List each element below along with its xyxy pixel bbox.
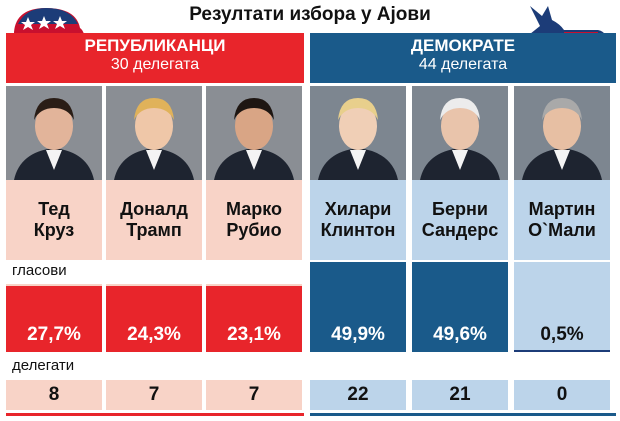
- votes-bar: [206, 286, 302, 352]
- delegates-value: 7: [106, 380, 202, 410]
- votes-bar-track: 27,7%: [6, 284, 102, 352]
- votes-bar: [106, 286, 202, 352]
- candidate-photo: [6, 86, 102, 180]
- candidate-photo: [514, 86, 610, 180]
- rep-bottom-rule: [6, 413, 304, 416]
- votes-bar-track: 49,6%: [412, 262, 508, 352]
- votes-bar: [514, 350, 610, 352]
- party-header-rep: РЕПУБЛИКАНЦИ 30 делегата: [6, 33, 304, 83]
- candidate-photo: [206, 86, 302, 180]
- candidate-photo: [310, 86, 406, 180]
- votes-value: 0,5%: [540, 324, 584, 345]
- votes-bar-track: 49,9%: [310, 262, 406, 352]
- candidate-photo: [412, 86, 508, 180]
- delegates-value: 0: [514, 380, 610, 410]
- delegates-value: 8: [6, 380, 102, 410]
- votes-value: 27,7%: [27, 324, 81, 345]
- votes-bar-track: 24,3%: [106, 284, 202, 352]
- votes-bar-track: 23,1%: [206, 284, 302, 352]
- votes-value: 24,3%: [127, 324, 181, 345]
- party-header-dem: ДЕМОКРАТЕ 44 делегата: [310, 33, 616, 83]
- candidate-name: Доналд Трамп: [106, 180, 202, 260]
- votes-row-label: гласови: [12, 262, 67, 279]
- party-delegates: 44 делегата: [418, 55, 508, 73]
- votes-bar-track: 0,5%: [514, 262, 610, 352]
- votes-value: 23,1%: [227, 324, 281, 345]
- delegates-value: 21: [412, 380, 508, 410]
- delegates-row-label: делегати: [12, 357, 75, 374]
- delegates-value: 22: [310, 380, 406, 410]
- party-name: РЕПУБЛИКАНЦИ: [84, 36, 226, 55]
- dem-bottom-rule: [310, 413, 616, 416]
- party-name: ДЕМОКРАТЕ: [410, 36, 516, 55]
- candidate-name: Марко Рубио: [206, 180, 302, 260]
- votes-value: 49,6%: [433, 324, 487, 345]
- delegates-value: 7: [206, 380, 302, 410]
- page-title: Резултати избора у Ајови: [189, 4, 431, 25]
- candidate-photo: [106, 86, 202, 180]
- votes-bar: [6, 286, 102, 352]
- candidate-name: Хилари Клинтон: [310, 180, 406, 260]
- votes-bar: [310, 262, 406, 352]
- candidate-name: Тед Круз: [6, 180, 102, 260]
- party-delegates: 30 делегата: [110, 55, 200, 73]
- candidate-name: Мартин О`Мали: [514, 180, 610, 260]
- votes-value: 49,9%: [331, 324, 385, 345]
- candidate-name: Берни Сандерс: [412, 180, 508, 260]
- votes-bar: [412, 262, 508, 352]
